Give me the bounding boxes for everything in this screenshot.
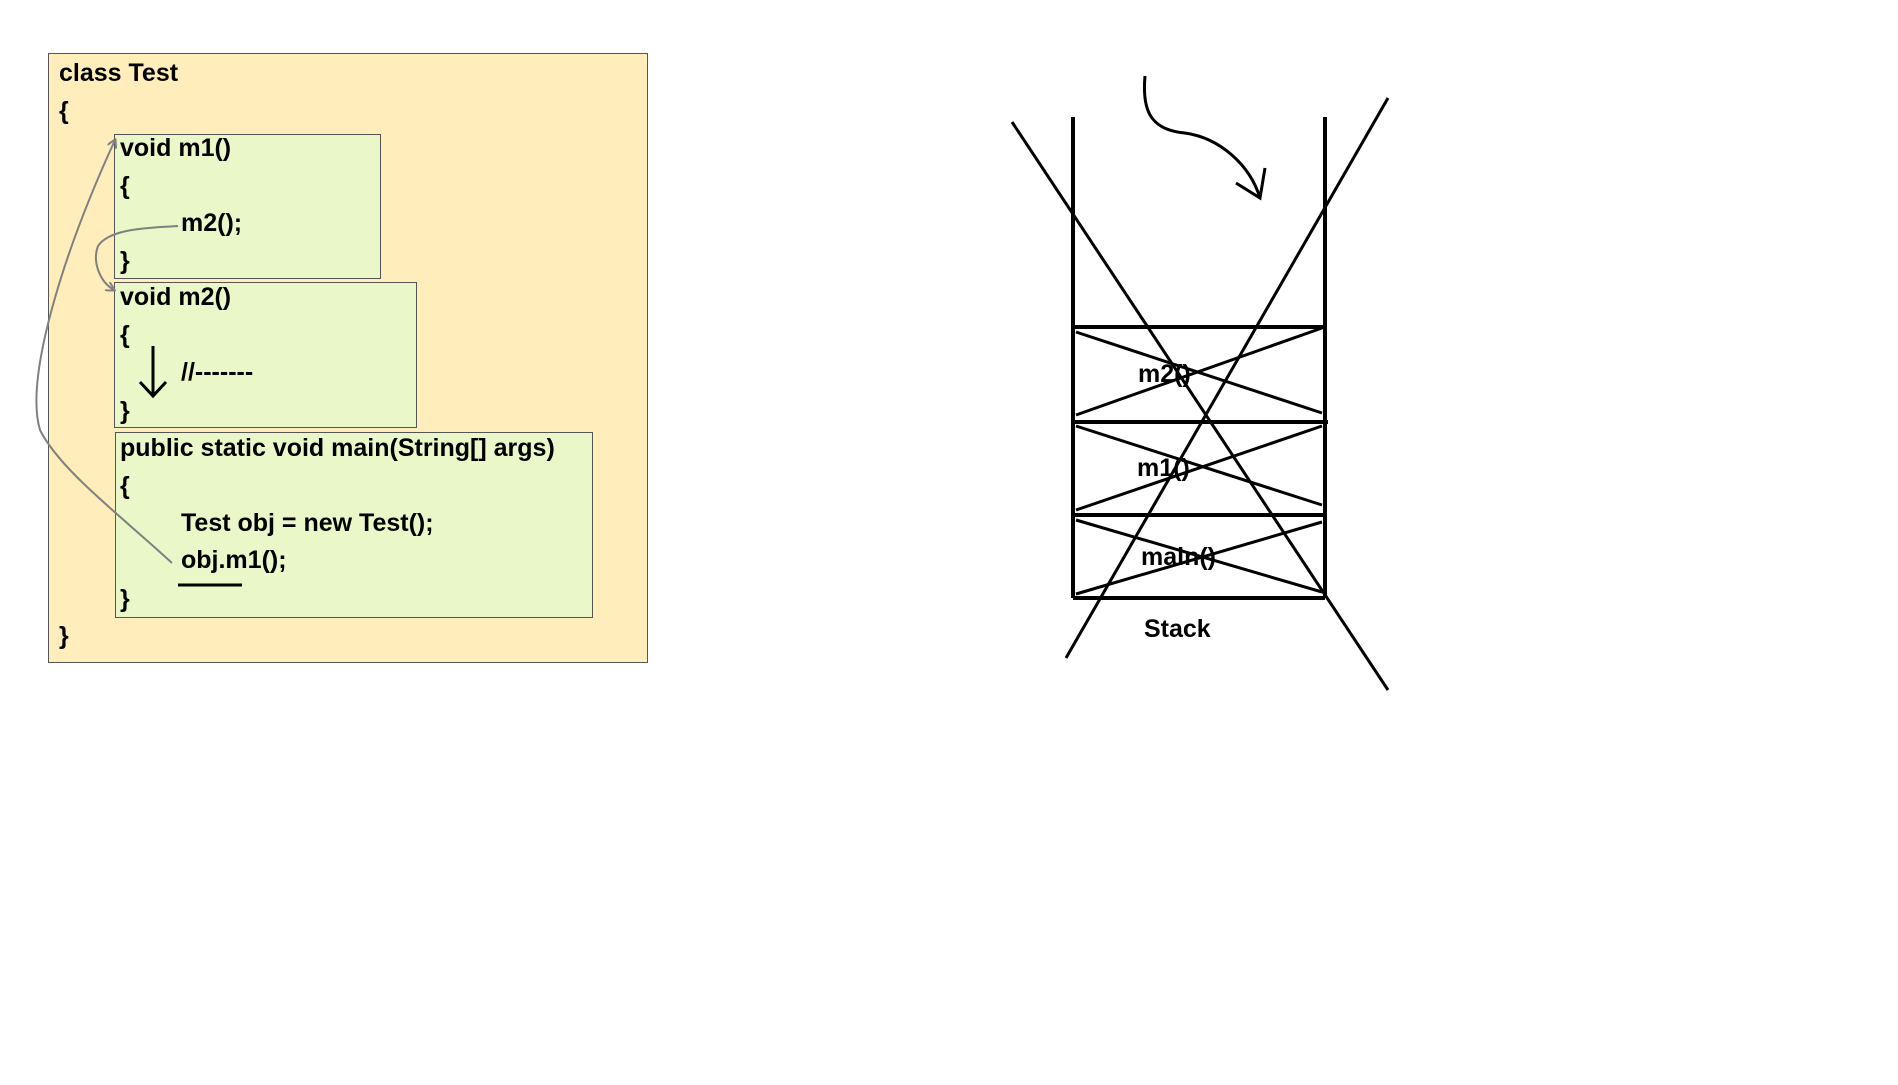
class-close-brace: } bbox=[59, 622, 69, 650]
m1-open-brace: { bbox=[120, 172, 130, 200]
m2-close-brace: } bbox=[120, 397, 130, 425]
stack-title: Stack bbox=[1144, 615, 1211, 643]
method-m1-box bbox=[114, 134, 381, 279]
down-arrow-icon bbox=[138, 346, 168, 399]
m1-signature: void m1() bbox=[120, 134, 232, 162]
method-m2-box bbox=[114, 282, 417, 428]
curved-arrow-icon bbox=[1142, 75, 1262, 199]
main-close-brace: } bbox=[120, 585, 130, 613]
stack-frame-m1: m1() bbox=[1137, 454, 1190, 482]
m2-signature: void m2() bbox=[120, 283, 232, 311]
m2-open-brace: { bbox=[120, 321, 130, 349]
stack-frame-m2: m2() bbox=[1138, 360, 1191, 388]
stack-cross-line-1 bbox=[1010, 121, 1390, 691]
arrow-m1-to-m2 bbox=[95, 225, 179, 290]
class-open-brace: { bbox=[59, 97, 69, 125]
main-m1-call: obj.m1(); bbox=[181, 546, 287, 574]
m1-close-brace: } bbox=[120, 247, 130, 275]
m1-body-call: m2(); bbox=[181, 209, 243, 237]
class-declaration: class Test bbox=[59, 59, 179, 87]
m2-body-comment: //------- bbox=[181, 358, 254, 386]
method-main-box bbox=[115, 432, 593, 618]
main-open-brace: { bbox=[120, 472, 130, 500]
stack-frame-main: main() bbox=[1141, 543, 1216, 571]
stack-cross-line-2 bbox=[1064, 97, 1390, 659]
main-signature: public static void main(String[] args) bbox=[120, 434, 555, 462]
arrow-main-to-m1 bbox=[35, 140, 173, 564]
main-object-creation: Test obj = new Test(); bbox=[181, 509, 434, 537]
